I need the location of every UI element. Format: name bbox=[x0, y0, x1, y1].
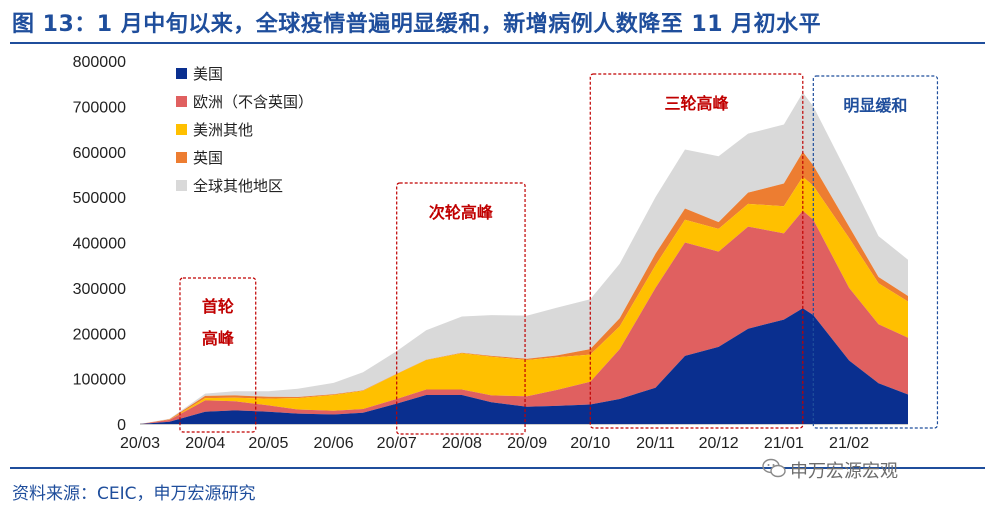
y-tick-label: 500000 bbox=[73, 190, 126, 207]
legend-label-americas_other: 美洲其他 bbox=[193, 121, 253, 139]
annotation-label: 高峰 bbox=[202, 329, 235, 348]
x-tick-label: 20/05 bbox=[248, 435, 288, 452]
footer-divider bbox=[10, 467, 985, 469]
x-tick-label: 20/03 bbox=[120, 435, 160, 452]
x-tick-label: 20/04 bbox=[185, 435, 225, 452]
area-series-europe bbox=[140, 210, 908, 424]
annotation-box bbox=[812, 75, 939, 429]
source-note: 资料来源：CEIC，申万宏源研究 bbox=[12, 484, 256, 504]
chart-title: 图 13：1 月中旬以来，全球疫情普遍明显缓和，新增病例人数降至 11 月初水平 bbox=[12, 12, 822, 37]
annotation-box bbox=[396, 182, 526, 435]
wechat-icon bbox=[762, 458, 786, 478]
y-tick-label: 100000 bbox=[73, 372, 126, 389]
x-tick-label: 20/09 bbox=[507, 435, 547, 452]
legend-label-rest: 全球其他地区 bbox=[193, 177, 283, 195]
annotation-label: 明显缓和 bbox=[843, 96, 907, 115]
x-tick-label: 20/07 bbox=[377, 435, 417, 452]
x-tick-label: 20/08 bbox=[442, 435, 482, 452]
y-tick-label: 600000 bbox=[73, 145, 126, 162]
area-layers bbox=[140, 92, 908, 425]
annotation-box bbox=[589, 73, 804, 429]
legend-swatch-uk bbox=[176, 152, 187, 163]
y-tick-label: 200000 bbox=[73, 326, 126, 343]
area-series-rest bbox=[140, 92, 908, 425]
x-tick-label: 21/02 bbox=[829, 435, 869, 452]
stacked-area-chart: 0 100000 200000 300000 400000 500000 600000 700… bbox=[73, 54, 939, 452]
legend-swatch-europe bbox=[176, 96, 187, 107]
x-tick-label: 20/11 bbox=[636, 435, 675, 452]
annotation-box bbox=[179, 277, 257, 433]
legend-label-us: 美国 bbox=[193, 65, 223, 83]
y-tick-label: 400000 bbox=[73, 236, 126, 253]
y-tick-label: 800000 bbox=[73, 54, 126, 71]
legend-swatch-rest bbox=[176, 180, 187, 191]
y-tick-label: 0 bbox=[117, 417, 126, 434]
legend-label-europe: 欧洲（不含英国） bbox=[193, 93, 313, 111]
y-tick-label: 700000 bbox=[73, 99, 126, 116]
x-tick-label: 20/12 bbox=[699, 435, 739, 452]
area-series-us bbox=[140, 308, 908, 424]
annotation-label: 次轮高峰 bbox=[429, 203, 494, 222]
legend-swatch-americas_other bbox=[176, 124, 187, 135]
annotation-label: 首轮 bbox=[202, 297, 234, 316]
title-divider bbox=[10, 42, 985, 44]
annotation-label: 三轮高峰 bbox=[665, 94, 730, 113]
area-series-americas_other bbox=[140, 176, 908, 424]
x-tick-label: 20/10 bbox=[570, 435, 610, 452]
x-tick-label: 20/06 bbox=[314, 435, 354, 452]
area-series-uk bbox=[140, 151, 908, 425]
legend-label-uk: 英国 bbox=[193, 149, 223, 167]
y-tick-label: 300000 bbox=[73, 281, 126, 298]
watermark: 申万宏源宏观 bbox=[790, 461, 898, 482]
x-tick-label: 21/01 bbox=[764, 435, 804, 452]
legend-swatch-us bbox=[176, 68, 187, 79]
